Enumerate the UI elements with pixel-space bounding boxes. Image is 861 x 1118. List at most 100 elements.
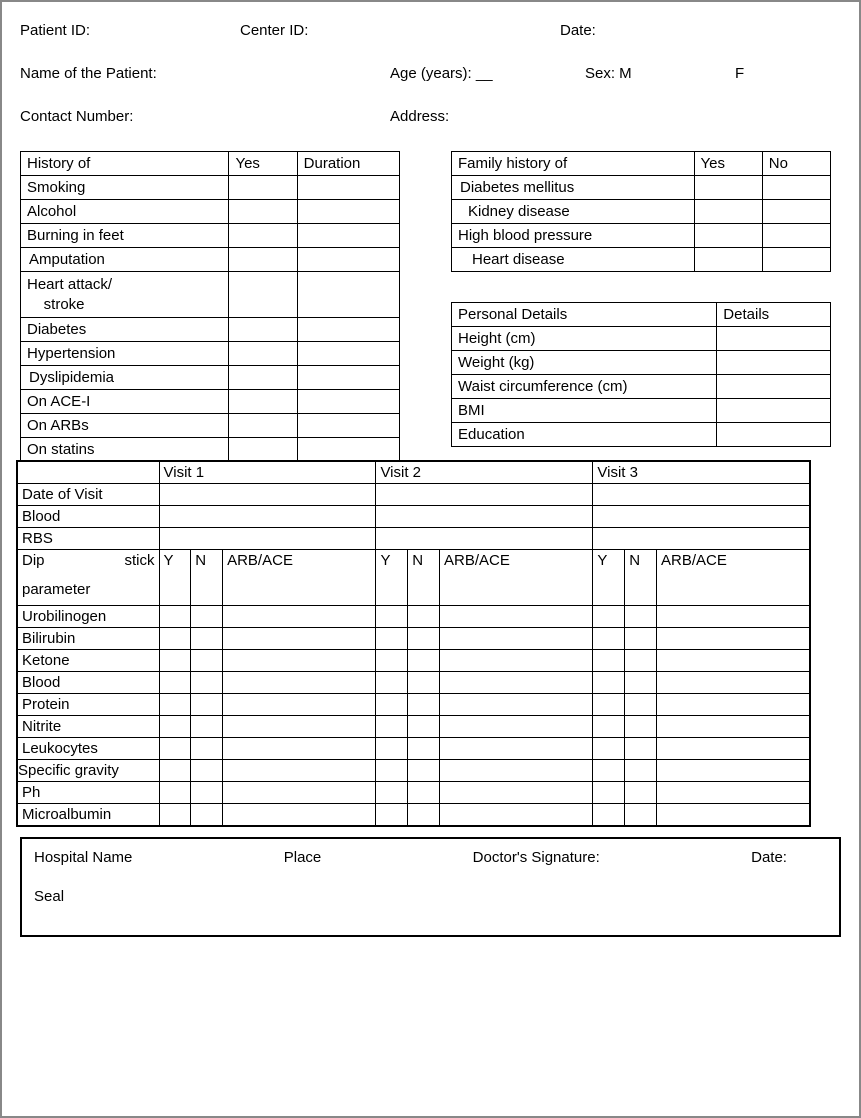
y-cell[interactable] (159, 738, 191, 760)
n-cell[interactable] (408, 628, 440, 650)
y-cell[interactable] (593, 738, 625, 760)
history-duration-cell[interactable] (297, 224, 399, 248)
arb-cell[interactable] (657, 628, 811, 650)
n-cell[interactable] (191, 760, 223, 782)
personal-details-cell[interactable] (717, 375, 831, 399)
n-cell[interactable] (625, 606, 657, 628)
arb-cell[interactable] (657, 606, 811, 628)
n-cell[interactable] (191, 694, 223, 716)
n-cell[interactable] (191, 716, 223, 738)
arb-cell[interactable] (657, 716, 811, 738)
visit-cell[interactable] (593, 528, 810, 550)
y-cell[interactable] (376, 782, 408, 804)
y-cell[interactable] (593, 650, 625, 672)
y-cell[interactable] (159, 650, 191, 672)
n-cell[interactable] (625, 760, 657, 782)
history-duration-cell[interactable] (297, 438, 399, 462)
history-duration-cell[interactable] (297, 390, 399, 414)
n-cell[interactable] (408, 760, 440, 782)
family-yes-cell[interactable] (694, 176, 762, 200)
history-duration-cell[interactable] (297, 366, 399, 390)
arb-cell[interactable] (440, 672, 593, 694)
personal-details-cell[interactable] (717, 423, 831, 447)
y-cell[interactable] (376, 760, 408, 782)
n-cell[interactable] (625, 628, 657, 650)
y-cell[interactable] (159, 672, 191, 694)
y-cell[interactable] (159, 760, 191, 782)
arb-cell[interactable] (440, 650, 593, 672)
arb-cell[interactable] (223, 782, 376, 804)
family-yes-cell[interactable] (694, 248, 762, 272)
n-cell[interactable] (191, 628, 223, 650)
n-cell[interactable] (408, 650, 440, 672)
visit-cell[interactable] (159, 528, 376, 550)
n-cell[interactable] (625, 738, 657, 760)
history-duration-cell[interactable] (297, 176, 399, 200)
family-no-cell[interactable] (762, 248, 830, 272)
n-cell[interactable] (625, 716, 657, 738)
family-yes-cell[interactable] (694, 224, 762, 248)
arb-cell[interactable] (223, 628, 376, 650)
visit-cell[interactable] (593, 506, 810, 528)
arb-cell[interactable] (440, 716, 593, 738)
history-yes-cell[interactable] (229, 342, 297, 366)
family-no-cell[interactable] (762, 176, 830, 200)
arb-cell[interactable] (657, 738, 811, 760)
arb-cell[interactable] (657, 782, 811, 804)
history-yes-cell[interactable] (229, 438, 297, 462)
history-yes-cell[interactable] (229, 414, 297, 438)
arb-cell[interactable] (440, 804, 593, 827)
arb-cell[interactable] (440, 694, 593, 716)
history-yes-cell[interactable] (229, 366, 297, 390)
arb-cell[interactable] (223, 650, 376, 672)
arb-cell[interactable] (223, 694, 376, 716)
arb-cell[interactable] (657, 760, 811, 782)
arb-cell[interactable] (440, 760, 593, 782)
arb-cell[interactable] (223, 716, 376, 738)
y-cell[interactable] (376, 804, 408, 827)
y-cell[interactable] (593, 760, 625, 782)
history-duration-cell[interactable] (297, 272, 399, 318)
history-duration-cell[interactable] (297, 200, 399, 224)
y-cell[interactable] (376, 628, 408, 650)
n-cell[interactable] (408, 694, 440, 716)
history-duration-cell[interactable] (297, 318, 399, 342)
history-yes-cell[interactable] (229, 272, 297, 318)
y-cell[interactable] (376, 694, 408, 716)
n-cell[interactable] (625, 650, 657, 672)
n-cell[interactable] (625, 672, 657, 694)
arb-cell[interactable] (657, 672, 811, 694)
n-cell[interactable] (625, 782, 657, 804)
arb-cell[interactable] (223, 606, 376, 628)
y-cell[interactable] (593, 628, 625, 650)
n-cell[interactable] (191, 738, 223, 760)
arb-cell[interactable] (440, 738, 593, 760)
y-cell[interactable] (593, 606, 625, 628)
visit-cell[interactable] (376, 484, 593, 506)
history-duration-cell[interactable] (297, 342, 399, 366)
y-cell[interactable] (593, 694, 625, 716)
y-cell[interactable] (159, 694, 191, 716)
arb-cell[interactable] (223, 738, 376, 760)
n-cell[interactable] (408, 738, 440, 760)
arb-cell[interactable] (223, 760, 376, 782)
n-cell[interactable] (191, 606, 223, 628)
y-cell[interactable] (376, 650, 408, 672)
arb-cell[interactable] (223, 672, 376, 694)
arb-cell[interactable] (657, 694, 811, 716)
arb-cell[interactable] (440, 606, 593, 628)
personal-details-cell[interactable] (717, 351, 831, 375)
n-cell[interactable] (408, 606, 440, 628)
family-no-cell[interactable] (762, 200, 830, 224)
n-cell[interactable] (191, 804, 223, 827)
n-cell[interactable] (625, 694, 657, 716)
y-cell[interactable] (159, 804, 191, 827)
arb-cell[interactable] (440, 782, 593, 804)
y-cell[interactable] (593, 716, 625, 738)
history-yes-cell[interactable] (229, 390, 297, 414)
n-cell[interactable] (191, 650, 223, 672)
y-cell[interactable] (376, 672, 408, 694)
history-duration-cell[interactable] (297, 248, 399, 272)
visit-cell[interactable] (159, 506, 376, 528)
y-cell[interactable] (159, 628, 191, 650)
